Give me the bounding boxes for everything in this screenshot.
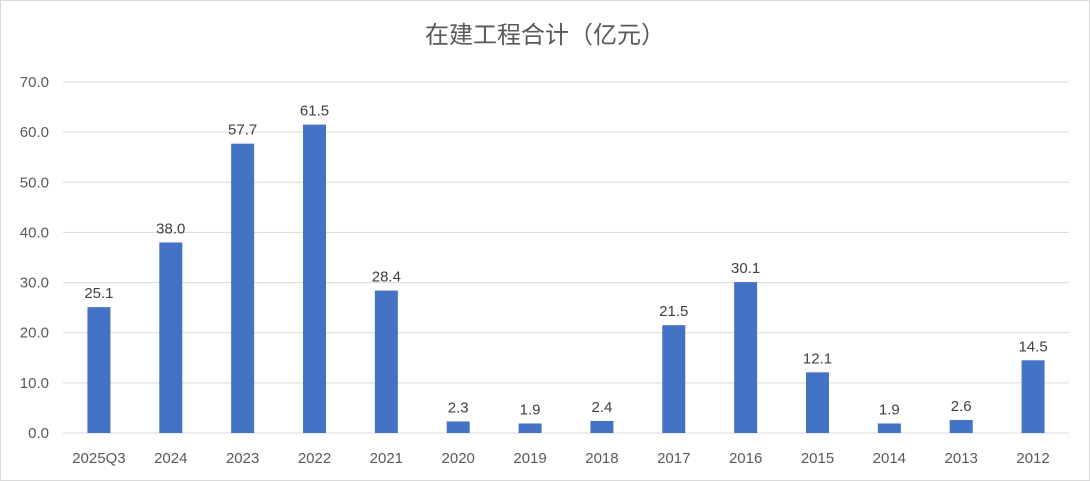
- data-label: 25.1: [84, 285, 113, 302]
- x-tick-label: 2025Q3: [72, 450, 125, 467]
- x-tick-label: 2019: [513, 450, 546, 467]
- data-label: 2.6: [951, 398, 972, 415]
- y-tick-label: 20.0: [20, 325, 49, 342]
- x-tick-label: 2021: [370, 450, 403, 467]
- bar-2018[interactable]: [590, 420, 614, 433]
- data-label: 1.9: [520, 401, 541, 418]
- x-tick-label: 2024: [154, 450, 187, 467]
- y-tick-label: 30.0: [20, 275, 49, 292]
- x-tick-label: 2020: [442, 450, 475, 467]
- bar-2022[interactable]: [303, 124, 326, 433]
- x-tick-label: 2012: [1016, 450, 1049, 467]
- bar-2019[interactable]: [518, 423, 542, 433]
- bar-2025Q3[interactable]: [87, 307, 111, 433]
- bar-2020[interactable]: [446, 421, 470, 433]
- data-label: 1.9: [879, 401, 900, 418]
- x-tick-label: 2018: [585, 450, 618, 467]
- data-label: 57.7: [228, 122, 257, 139]
- y-tick-label: 0.0: [28, 425, 49, 442]
- data-label: 61.5: [300, 103, 329, 120]
- data-label: 2.3: [448, 399, 469, 416]
- x-tick-label: 2013: [945, 450, 978, 467]
- x-tick-label: 2016: [729, 450, 762, 467]
- data-label: 12.1: [803, 350, 832, 367]
- x-tick-label: 2014: [873, 450, 906, 467]
- data-label: 14.5: [1018, 338, 1047, 355]
- bar-2017[interactable]: [662, 325, 686, 433]
- bar-2016[interactable]: [734, 282, 758, 433]
- bar-2014[interactable]: [877, 423, 901, 433]
- y-tick-label: 50.0: [20, 174, 49, 191]
- bar-2012[interactable]: [1021, 360, 1045, 433]
- data-label: 21.5: [659, 303, 688, 320]
- x-tick-label: 2023: [226, 450, 259, 467]
- data-label: 30.1: [731, 260, 760, 277]
- bar-2021[interactable]: [374, 290, 398, 433]
- data-label: 28.4: [372, 269, 401, 286]
- chart-title: 在建工程合计（亿元）: [425, 21, 665, 49]
- bar-2013[interactable]: [949, 419, 973, 433]
- bar-2015[interactable]: [806, 372, 829, 433]
- y-tick-label: 60.0: [20, 124, 49, 141]
- y-tick-label: 70.0: [20, 74, 49, 91]
- bar-2024[interactable]: [159, 242, 183, 433]
- x-tick-label: 2015: [801, 450, 834, 467]
- x-tick-label: 2017: [657, 450, 690, 467]
- y-tick-label: 40.0: [20, 224, 49, 241]
- bar-2023[interactable]: [231, 143, 255, 433]
- y-tick-label: 10.0: [20, 375, 49, 392]
- data-label: 2.4: [591, 399, 612, 416]
- x-tick-label: 2022: [298, 450, 331, 467]
- data-label: 38.0: [156, 220, 185, 237]
